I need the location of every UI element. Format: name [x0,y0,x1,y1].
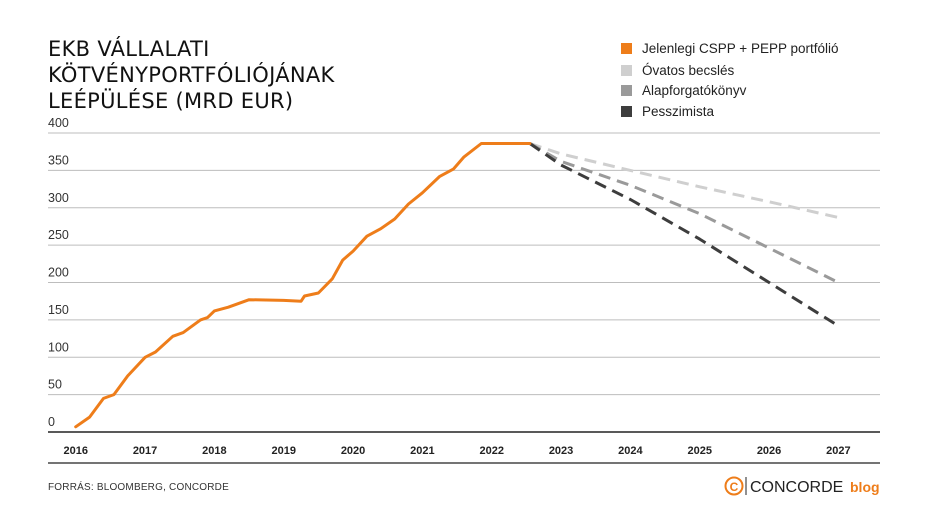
x-tick-label-2025: 2025 [687,445,711,457]
y-tick-label-0: 0 [48,415,55,429]
series-lines [74,142,840,429]
legend-swatch-current [621,43,632,54]
concorde-logo: C CONCORDE blog [724,476,880,496]
y-tick-label-100: 100 [48,340,69,354]
x-tick-label-2027: 2027 [826,445,850,457]
brand-name: CONCORDE [750,479,843,496]
legend-swatch-pessimistic [621,106,632,117]
y-tick-label-250: 250 [48,228,69,242]
x-tick-label-2020: 2020 [341,445,365,457]
legend: Jelenlegi CSPP + PEPP portfólió Óvatos b… [621,41,839,119]
y-tick-label-50: 50 [48,378,62,392]
logo-circle-icon [724,476,744,496]
title-line-2: KÖTVÉNYPORTFÓLIÓJÁNAK [48,62,336,87]
legend-item-cautious: Óvatos becslés [621,63,735,78]
y-tick-label-400: 400 [48,116,69,130]
legend-item-pessimistic: Pesszimista [621,104,715,119]
legend-swatch-cautious [621,65,632,76]
gridlines [48,132,880,433]
x-tick-label-2021: 2021 [410,445,434,457]
series-line-current [74,142,532,429]
brand-blog: blog [850,479,880,495]
x-axis-ticks: 2016 2017 2018 2019 2020 2021 2022 2023 2024 2025… [63,445,850,457]
y-tick-label-150: 150 [48,303,69,317]
series-line-pessimistic [529,142,840,328]
legend-item-current: Jelenlegi CSPP + PEPP portfólió [621,41,839,56]
legend-label-baseline: Alapforgatókönyv [642,83,747,98]
x-tick-label-2023: 2023 [549,445,573,457]
series-line-cautious [529,142,839,219]
logo-mark: C [730,480,739,494]
legend-label-current: Jelenlegi CSPP + PEPP portfólió [642,41,839,56]
x-tick-label-2019: 2019 [271,445,295,457]
title-line-3: LEÉPÜLÉSE (MRD EUR) [48,88,293,113]
x-tick-label-2017: 2017 [133,445,157,457]
x-tick-label-2022: 2022 [479,445,503,457]
x-tick-label-2016: 2016 [63,445,87,457]
x-tick-label-2024: 2024 [618,445,643,457]
chart-title: EKB VÁLLALATI KÖTVÉNYPORTFÓLIÓJÁNAK LEÉP… [48,36,336,113]
x-tick-label-2026: 2026 [757,445,781,457]
title-line-1: EKB VÁLLALATI [48,36,210,61]
legend-label-pessimistic: Pesszimista [642,104,715,119]
series-line-baseline [529,142,840,284]
y-tick-label-200: 200 [48,266,69,280]
legend-item-baseline: Alapforgatókönyv [621,83,747,98]
source-note: FORRÁS: BLOOMBERG, CONCORDE [48,480,229,493]
legend-label-cautious: Óvatos becslés [642,63,735,78]
legend-swatch-baseline [621,85,632,96]
x-tick-label-2018: 2018 [202,445,226,457]
y-axis-ticks: 0 50 100 150 200 250 300 350 400 [48,116,69,429]
y-tick-label-350: 350 [48,153,69,167]
y-tick-label-300: 300 [48,191,69,205]
